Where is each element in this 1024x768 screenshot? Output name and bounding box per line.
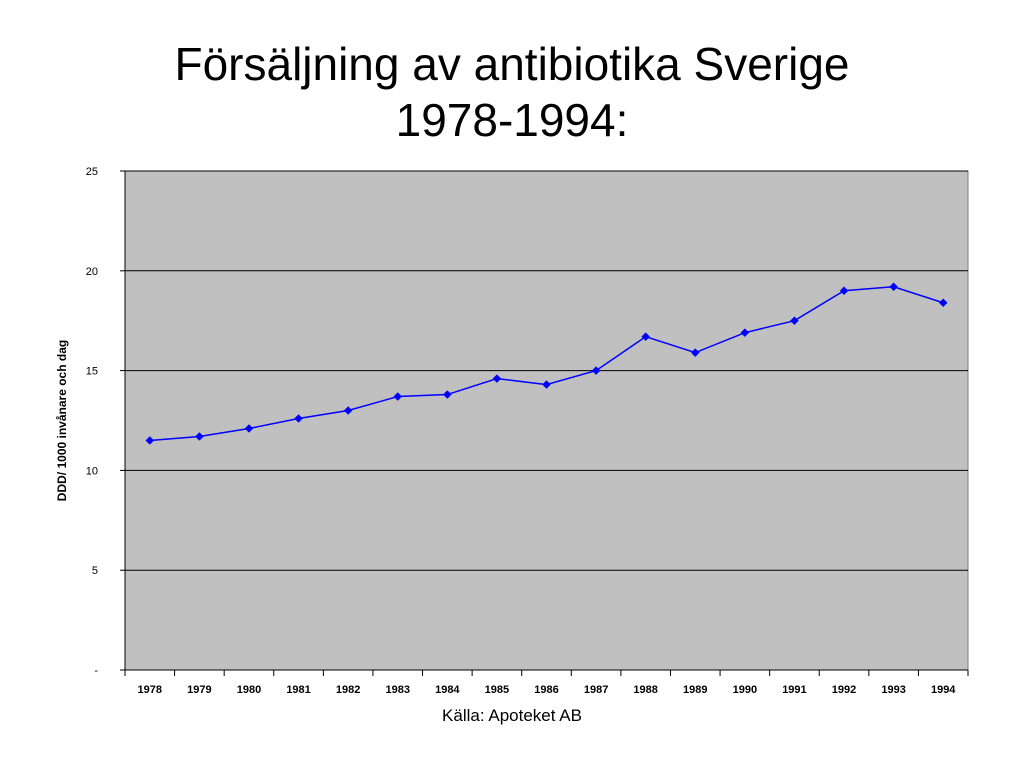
x-tick-label: 1992 [832,684,856,696]
data-point-1984 [442,390,452,399]
x-tick-label: 1979 [187,684,211,696]
series-layer [145,282,948,445]
data-point-1986 [542,380,551,389]
data-point-1990 [740,328,750,338]
y-tick-label: - [94,665,98,677]
x-tick-label: 1987 [584,684,608,696]
y-axis-ticks: - 5 10 15 20 25 [86,166,125,677]
data-point-1987 [591,366,601,375]
data-point-1981 [294,414,303,423]
title-line-2: 1978-1994: [395,94,629,146]
data-point-1992 [839,286,849,296]
x-tick-label: 1991 [782,684,806,696]
x-tick-label: 1978 [138,684,162,696]
y-tick-label: 15 [86,366,98,378]
data-point-1991 [790,316,799,326]
data-point-1993 [889,282,898,292]
x-tick-label: 1982 [336,684,360,696]
data-point-1989 [690,348,700,357]
data-point-1978 [145,436,155,445]
y-tick-label: 5 [92,565,98,577]
slide-title: Försäljning av antibiotika Sverige 1978-… [0,36,1024,148]
y-tick-label: 20 [86,266,98,278]
x-tick-label: 1981 [286,684,310,696]
x-tick-label: 1988 [633,684,657,696]
x-tick-label: 1984 [435,684,460,696]
x-tick-label: 1989 [683,684,707,696]
source-note: Källa: Apoteket AB [442,706,582,725]
x-tick-label: 1990 [733,684,757,696]
x-tick-label: 1994 [931,684,956,696]
data-point-1979 [195,432,204,441]
data-point-1988 [641,332,651,342]
data-point-1985 [492,374,502,383]
y-axis-title: DDD/ 1000 invånare och dag [55,340,69,501]
gridlines [125,170,968,571]
plot-area [124,170,969,671]
data-point-1994 [938,298,948,308]
x-tick-label: 1986 [534,684,558,696]
x-tick-label: 1993 [881,684,905,696]
y-tick-label: 25 [86,166,98,178]
title-line-1: Försäljning av antibiotika Sverige [174,38,850,90]
x-tick-label: 1980 [237,684,261,696]
data-point-1983 [393,392,403,401]
x-tick-label: 1985 [485,684,509,696]
y-tick-label: 10 [86,465,98,477]
x-axis-ticks: 1978 1979 1980 1981 1982 1983 1984 1985 1986 1987… [124,670,969,696]
data-point-1982 [343,406,353,415]
data-point-1980 [244,424,254,433]
axes [124,171,968,671]
x-tick-label: 1983 [385,684,409,696]
